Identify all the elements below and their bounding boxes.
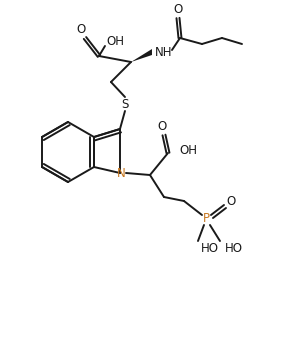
Text: HO: HO (225, 243, 243, 255)
Text: P: P (203, 212, 209, 226)
Text: S: S (121, 98, 129, 110)
Text: N: N (117, 167, 125, 179)
Text: O: O (173, 2, 183, 16)
Text: OH: OH (106, 34, 124, 48)
Polygon shape (131, 49, 152, 62)
Text: OH: OH (179, 144, 197, 156)
Text: O: O (76, 23, 86, 35)
Text: HO: HO (201, 242, 219, 254)
Text: O: O (226, 195, 236, 208)
Text: O: O (157, 119, 167, 133)
Text: NH: NH (155, 45, 173, 59)
